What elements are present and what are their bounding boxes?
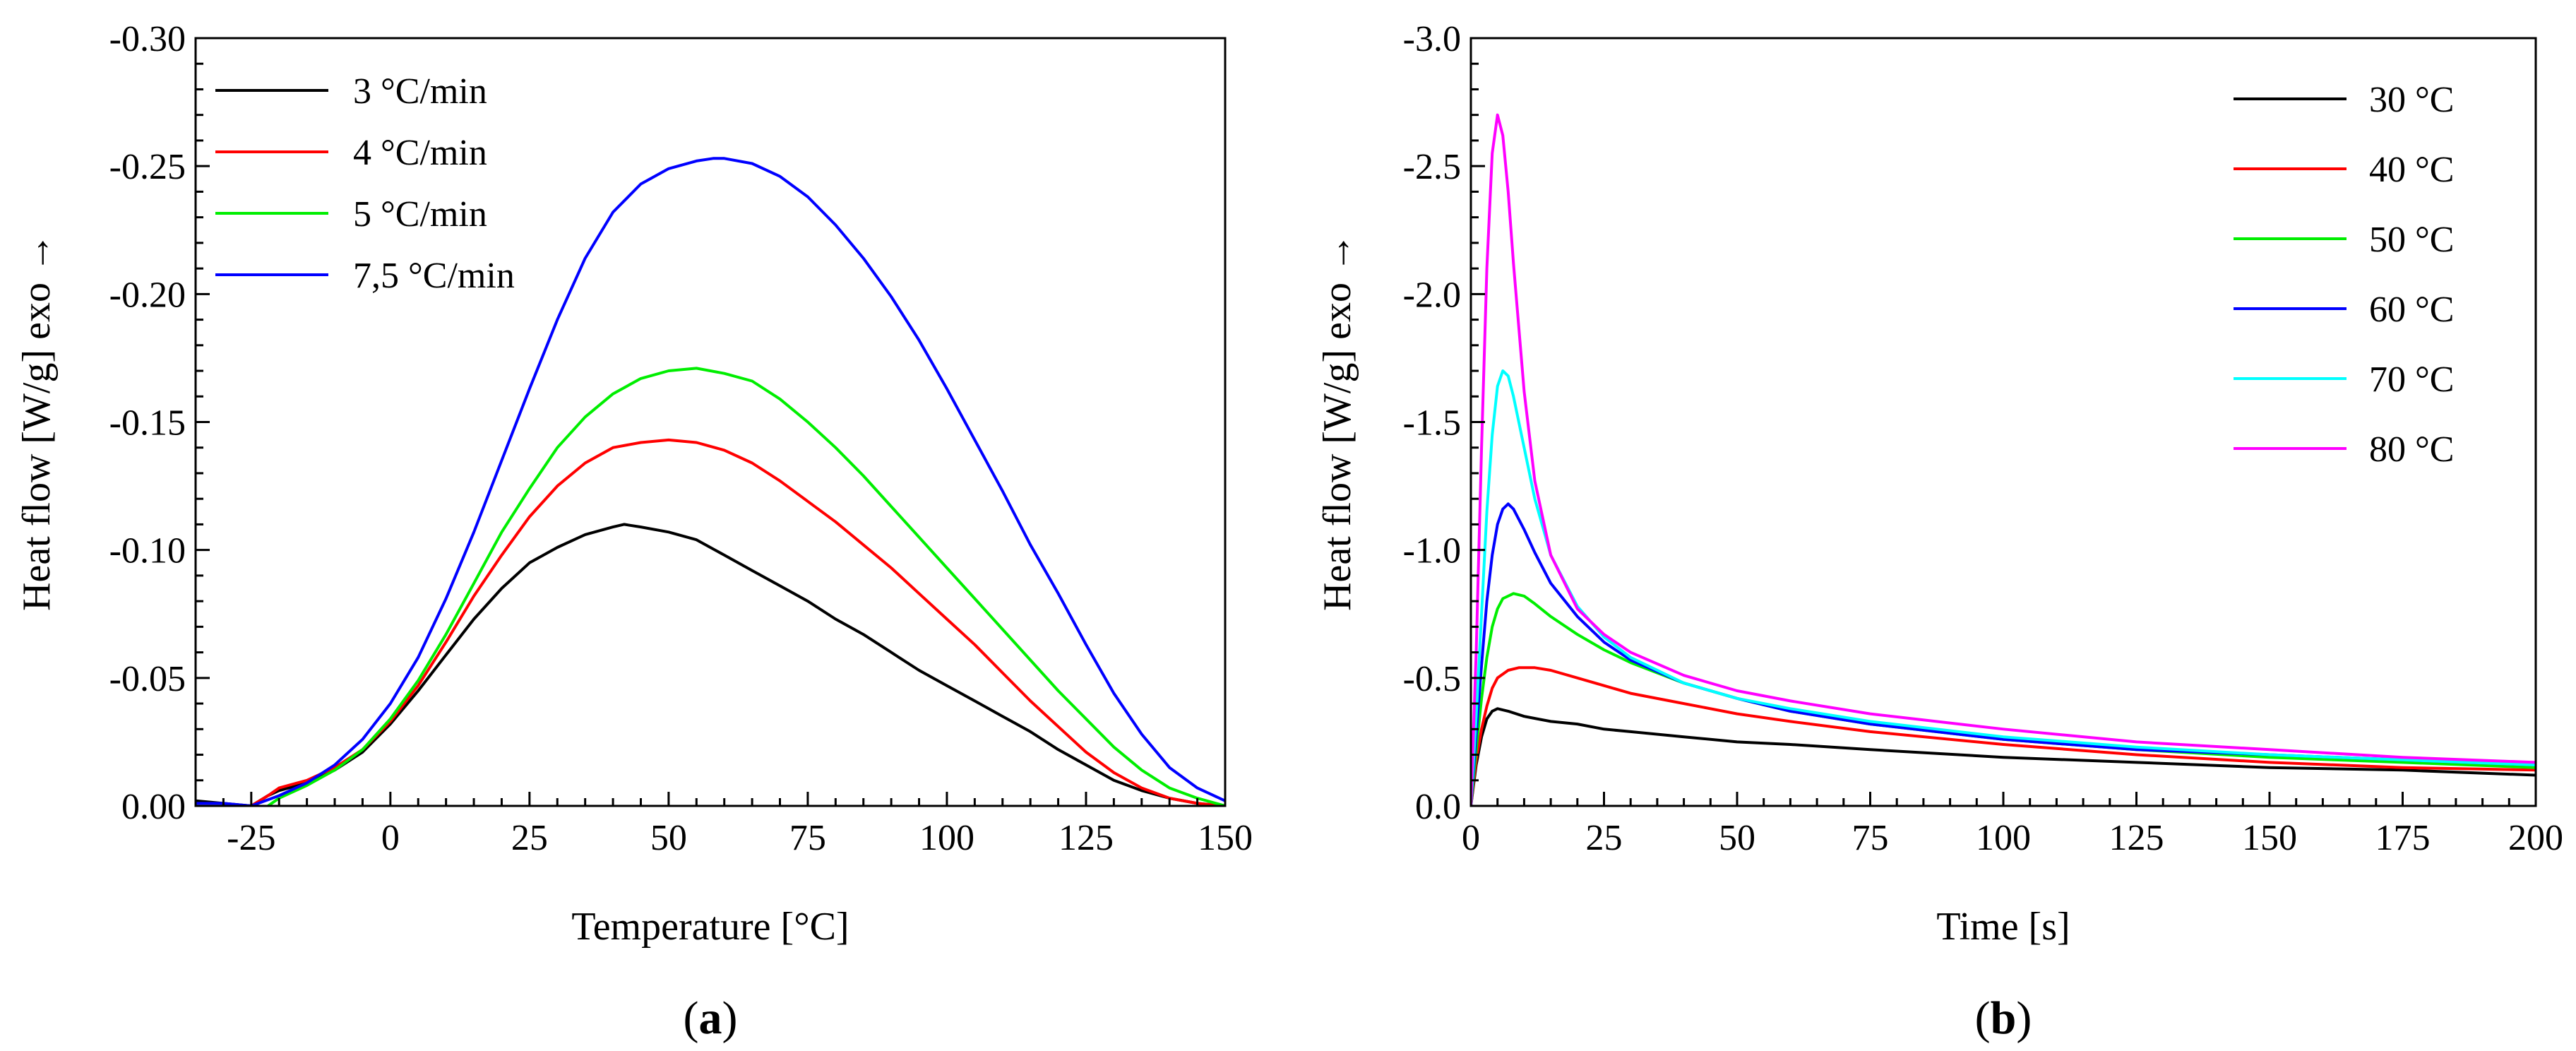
series-group xyxy=(1471,113,2536,806)
panel-label-close: ) xyxy=(2016,992,2032,1044)
y-tick-label: -0.10 xyxy=(109,531,186,571)
y-tick-label: -0.20 xyxy=(109,275,186,315)
panel-label: (b) xyxy=(1975,992,2032,1044)
legend-label: 3 °C/min xyxy=(353,71,487,112)
series-line-50-c xyxy=(1471,592,2536,806)
y-tick-label: -0.30 xyxy=(109,19,186,59)
series-line-30-c xyxy=(1471,707,2536,806)
legend-label: 70 °C xyxy=(2369,360,2454,400)
panel-b: 0 25 50 75 100 125 150 175 200 0.0 -0.5 -1.0 -1.5 -2.… xyxy=(1316,19,2563,1044)
x-tick-label: 125 xyxy=(2109,818,2164,858)
x-tick-label: 100 xyxy=(1976,818,2031,858)
panel-label-close: ) xyxy=(722,992,738,1044)
x-tick-label: 25 xyxy=(1586,818,1623,858)
x-tick-label: 75 xyxy=(1852,818,1889,858)
plot-frame xyxy=(194,37,1227,807)
y-tick-label: 0.00 xyxy=(121,787,186,827)
y-tick-label: 0.0 xyxy=(1415,787,1461,827)
legend: 3 °C/min 4 °C/min 5 °C/min 7,5 °C/min xyxy=(215,71,515,296)
x-tick-label: 200 xyxy=(2508,818,2563,858)
series-group xyxy=(196,157,1225,806)
series-line-3-c-min xyxy=(196,523,1225,806)
y-tick-label: -0.05 xyxy=(109,659,186,699)
legend-label: 7,5 °C/min xyxy=(353,256,515,296)
panel-label-open: ( xyxy=(684,992,699,1044)
series-line-40-c xyxy=(1471,666,2536,806)
x-tick-label: 0 xyxy=(381,818,400,858)
x-tick-label: 100 xyxy=(919,818,974,858)
y-tick-label: -2.0 xyxy=(1403,275,1461,315)
x-tick-label: 75 xyxy=(789,818,826,858)
legend-label: 4 °C/min xyxy=(353,133,487,173)
y-tick-label: -1.5 xyxy=(1403,403,1461,444)
legend: 30 °C 40 °C 50 °C 60 °C 70 °C 80 °C xyxy=(2234,80,2454,470)
y-tick-label: -0.25 xyxy=(109,147,186,187)
legend-label: 50 °C xyxy=(2369,220,2454,260)
legend-label: 80 °C xyxy=(2369,429,2454,470)
x-axis-label: Time [s] xyxy=(1936,905,2070,949)
series-line-5-c-min xyxy=(266,367,1225,806)
legend-label: 5 °C/min xyxy=(353,194,487,234)
panel-label-open: ( xyxy=(1975,992,1991,1044)
panel-a: -25 0 25 50 75 100 125 150 0.00 -0.05 -0.10 -0.15 -0… xyxy=(15,19,1253,1044)
y-tick-label: -0.15 xyxy=(109,403,186,444)
panel-label-letter: a xyxy=(699,992,722,1044)
legend-label: 30 °C xyxy=(2369,80,2454,120)
series-line-4-c-min xyxy=(249,438,1225,806)
y-tick-label: -1.0 xyxy=(1403,531,1461,571)
legend-label: 40 °C xyxy=(2369,150,2454,190)
y-axis-label: Heat flow [W/g] exo → xyxy=(1316,233,1359,611)
x-tick-label: 125 xyxy=(1059,818,1114,858)
x-tick-label: 50 xyxy=(650,818,687,858)
legend-label: 60 °C xyxy=(2369,290,2454,330)
x-tick-label: 0 xyxy=(1462,818,1480,858)
y-tick-label: -2.5 xyxy=(1403,147,1461,187)
y-axis-label: Heat flow [W/g] exo → xyxy=(15,233,59,611)
series-line-7-5-c-min xyxy=(196,157,1225,806)
x-tick-label: 150 xyxy=(1198,818,1253,858)
panel-label-letter: b xyxy=(1991,992,2017,1044)
y-tick-label: -0.5 xyxy=(1403,659,1461,699)
x-axis-label: Temperature [°C] xyxy=(571,905,849,949)
x-tick-label: 50 xyxy=(1719,818,1755,858)
x-tick-label: 25 xyxy=(511,818,548,858)
x-tick-label: 150 xyxy=(2242,818,2297,858)
y-tick-label: -3.0 xyxy=(1403,19,1461,59)
series-line-60-c xyxy=(1471,502,2536,806)
x-tick-label: 175 xyxy=(2375,818,2431,858)
panel-label: (a) xyxy=(684,992,738,1044)
x-tick-label: -25 xyxy=(227,818,275,858)
series-line-80-c xyxy=(1471,113,2536,806)
